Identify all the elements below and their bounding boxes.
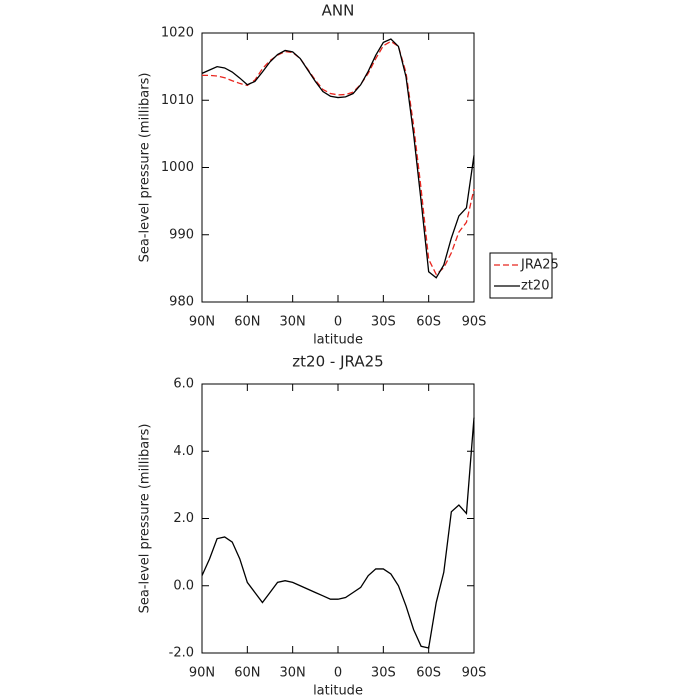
subplot: ANN latitude Sea-level pressure (millibars… [138, 2, 559, 348]
x-tick-label: 60N [234, 666, 260, 681]
x-tick-label: 30N [280, 666, 306, 681]
y-tick-label: 4.0 [173, 444, 194, 459]
x-tick-label: 0 [334, 315, 342, 330]
data-line [201, 38, 475, 279]
y-tick-label: 1010 [161, 93, 194, 108]
legend-label: JRA25 [520, 258, 559, 273]
data-line [201, 417, 475, 649]
legend-label: zt20 [521, 279, 549, 294]
subplot: zt20 - JRA25 latitude Sea-level pressure (… [138, 353, 487, 699]
y-axis-label: Sea-level pressure (millibars) [138, 424, 153, 614]
y-tick-label: 990 [169, 227, 194, 242]
x-tick-label: 30S [371, 666, 396, 681]
chart-title: ANN [322, 2, 355, 20]
x-tick-label: 90N [189, 315, 215, 330]
y-tick-label: 1000 [161, 160, 194, 175]
x-axis-label: latitude [313, 333, 363, 348]
x-tick-label: 60N [234, 315, 260, 330]
y-tick-label: 2.0 [173, 511, 194, 526]
y-tick-label: -2.0 [169, 646, 194, 661]
x-axis-label: latitude [313, 684, 363, 699]
y-axis-label: Sea-level pressure (millibars) [138, 73, 153, 263]
y-tick-label: 0.0 [173, 578, 194, 593]
plot-frame [201, 32, 475, 303]
y-tick-label: 980 [169, 295, 194, 310]
x-tick-label: 90N [189, 666, 215, 681]
x-tick-label: 30S [371, 315, 396, 330]
x-tick-label: 30N [280, 315, 306, 330]
plot-frame [201, 383, 475, 654]
y-tick-label: 6.0 [173, 377, 194, 392]
chart-title: zt20 - JRA25 [292, 353, 383, 371]
legend-box [489, 252, 553, 299]
y-tick-label: 1020 [161, 26, 194, 41]
x-tick-label: 0 [334, 666, 342, 681]
x-tick-label: 90S [462, 666, 487, 681]
x-tick-label: 60S [416, 666, 441, 681]
data-line [202, 40, 475, 276]
x-tick-label: 60S [416, 315, 441, 330]
x-tick-label: 90S [462, 315, 487, 330]
